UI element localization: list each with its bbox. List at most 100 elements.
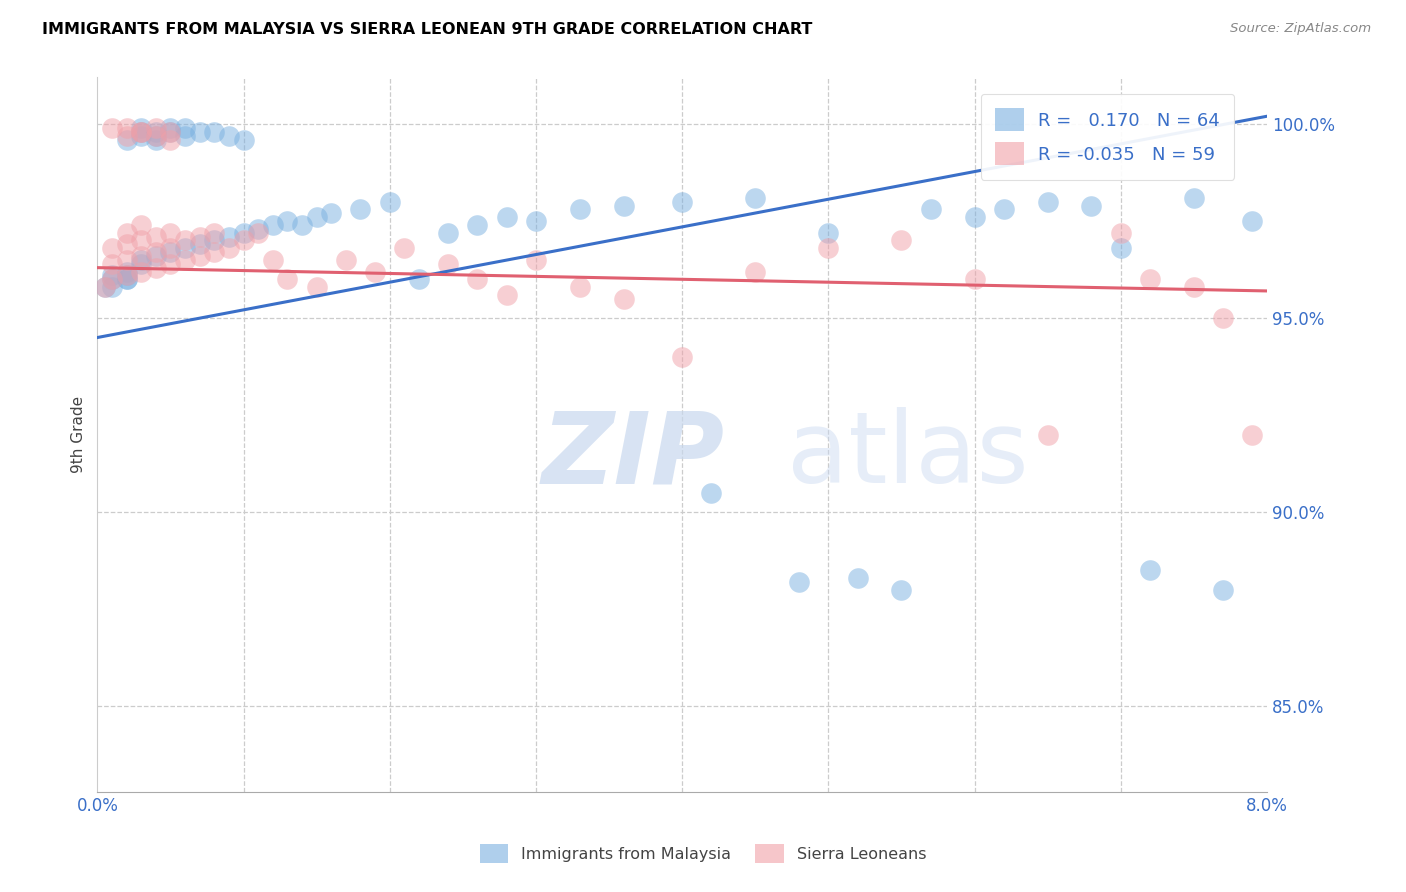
Point — [159, 125, 181, 139]
Point — [174, 234, 197, 248]
Point — [159, 226, 181, 240]
Point — [846, 571, 869, 585]
Text: Source: ZipAtlas.com: Source: ZipAtlas.com — [1230, 22, 1371, 36]
Point — [1182, 191, 1205, 205]
Text: atlas: atlas — [787, 408, 1029, 505]
Point — [145, 120, 167, 135]
Point — [188, 125, 211, 139]
Point — [115, 252, 138, 267]
Point — [145, 229, 167, 244]
Point — [159, 125, 181, 139]
Point — [232, 132, 254, 146]
Point — [1212, 582, 1234, 597]
Point — [115, 268, 138, 283]
Point — [129, 125, 152, 139]
Point — [349, 202, 371, 217]
Point — [335, 252, 357, 267]
Point — [93, 280, 115, 294]
Y-axis label: 9th Grade: 9th Grade — [72, 396, 86, 473]
Point — [101, 272, 124, 286]
Point — [1036, 427, 1059, 442]
Point — [247, 222, 270, 236]
Point — [232, 226, 254, 240]
Point — [101, 272, 124, 286]
Point — [378, 194, 401, 209]
Point — [93, 280, 115, 294]
Point — [1036, 194, 1059, 209]
Point — [145, 128, 167, 143]
Point — [568, 202, 591, 217]
Point — [305, 210, 328, 224]
Point — [394, 241, 416, 255]
Point — [1212, 311, 1234, 326]
Point — [129, 252, 152, 267]
Point — [467, 218, 489, 232]
Point — [262, 252, 284, 267]
Point — [408, 272, 430, 286]
Point — [1139, 272, 1161, 286]
Point — [276, 272, 298, 286]
Point — [145, 125, 167, 139]
Point — [218, 128, 240, 143]
Point — [524, 252, 547, 267]
Point — [1182, 280, 1205, 294]
Point — [1080, 198, 1102, 212]
Point — [115, 226, 138, 240]
Point — [129, 234, 152, 248]
Point — [129, 249, 152, 263]
Point — [129, 125, 152, 139]
Legend: Immigrants from Malaysia, Sierra Leoneans: Immigrants from Malaysia, Sierra Leonean… — [472, 836, 934, 871]
Point — [963, 272, 986, 286]
Point — [145, 249, 167, 263]
Point — [129, 218, 152, 232]
Point — [787, 575, 810, 590]
Point — [202, 125, 225, 139]
Point — [174, 252, 197, 267]
Point — [437, 257, 460, 271]
Point — [291, 218, 314, 232]
Point — [305, 280, 328, 294]
Point — [101, 120, 124, 135]
Text: IMMIGRANTS FROM MALAYSIA VS SIERRA LEONEAN 9TH GRADE CORRELATION CHART: IMMIGRANTS FROM MALAYSIA VS SIERRA LEONE… — [42, 22, 813, 37]
Point — [129, 264, 152, 278]
Point — [159, 132, 181, 146]
Point — [129, 120, 152, 135]
Point — [115, 128, 138, 143]
Point — [1241, 427, 1264, 442]
Point — [744, 264, 766, 278]
Point — [202, 234, 225, 248]
Point — [159, 241, 181, 255]
Point — [1241, 214, 1264, 228]
Point — [364, 264, 387, 278]
Point — [188, 249, 211, 263]
Point — [700, 485, 723, 500]
Point — [101, 257, 124, 271]
Point — [129, 257, 152, 271]
Point — [159, 120, 181, 135]
Point — [188, 229, 211, 244]
Point — [568, 280, 591, 294]
Point — [174, 120, 197, 135]
Point — [101, 268, 124, 283]
Point — [145, 245, 167, 260]
Point — [817, 241, 839, 255]
Point — [145, 132, 167, 146]
Point — [218, 229, 240, 244]
Point — [129, 125, 152, 139]
Point — [524, 214, 547, 228]
Point — [744, 191, 766, 205]
Point — [218, 241, 240, 255]
Point — [817, 226, 839, 240]
Point — [321, 206, 343, 220]
Point — [963, 210, 986, 224]
Point — [437, 226, 460, 240]
Point — [671, 350, 693, 364]
Point — [495, 210, 517, 224]
Point — [276, 214, 298, 228]
Point — [188, 237, 211, 252]
Point — [129, 128, 152, 143]
Point — [993, 202, 1015, 217]
Point — [202, 226, 225, 240]
Point — [101, 280, 124, 294]
Point — [174, 241, 197, 255]
